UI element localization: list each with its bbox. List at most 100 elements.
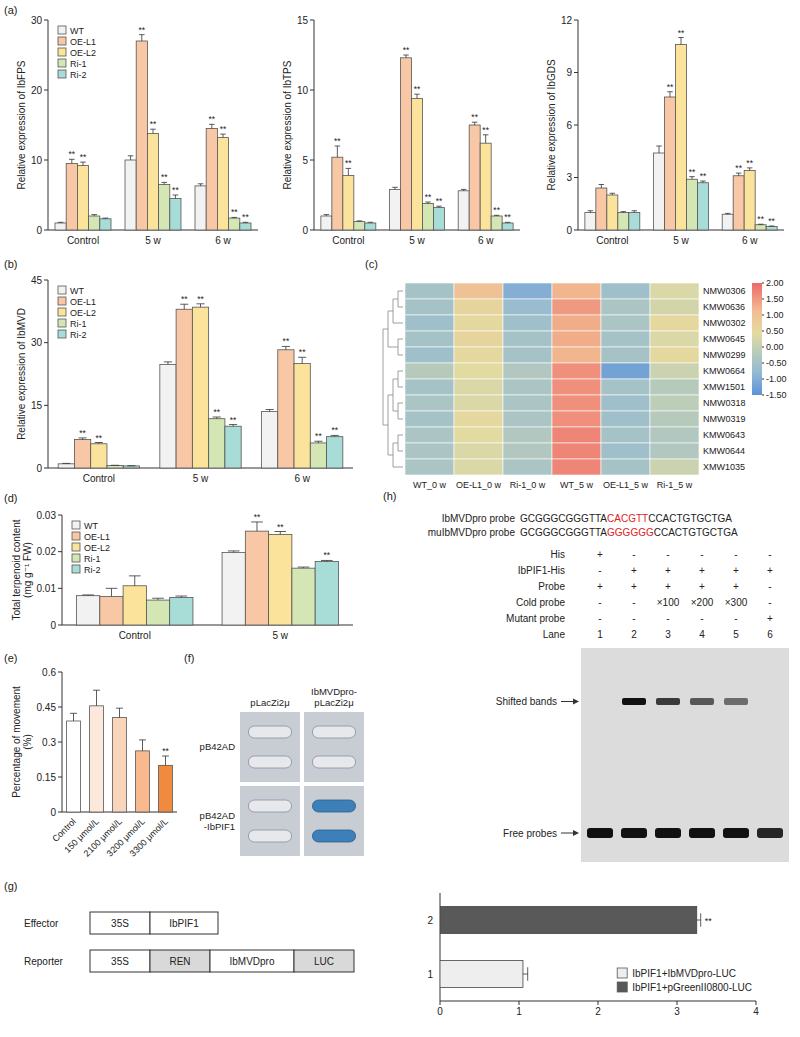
cell [552,283,601,299]
axis-title-line: Relative expression of IbTPS [282,60,293,189]
error-bar [346,168,351,175]
significance: ** [254,512,261,522]
bar [113,718,127,813]
construct-part: 35S [111,956,129,967]
error-bar [414,94,419,98]
bar [480,143,491,230]
bar [229,218,240,230]
cell [552,331,601,347]
legend-label: Ri-2 [84,565,101,575]
row-label: NMW0302 [703,318,746,328]
significance: ** [345,158,352,168]
bar [159,185,170,231]
cell [552,299,601,315]
legend-swatch [617,982,627,992]
significance: ** [482,125,489,135]
cell [650,363,699,379]
x-tick [440,1001,441,1005]
cell-text: - [734,613,737,624]
cell [552,443,601,459]
error-bar [314,441,322,443]
legend-swatch [58,308,66,316]
panel-letter: (c) [365,258,378,270]
cell [405,427,454,443]
probe-sequence: GCGGGCGGGTTACACGTTCCACTGTGCTGA [520,513,732,524]
band [621,828,647,838]
x-tick-label: 3300 μmol/L [128,816,170,858]
cell [503,363,552,379]
error-bar [69,159,75,163]
significance: ** [220,124,227,134]
axis-title-line: Percentage of movement [11,686,22,798]
cell [405,459,454,475]
legend-swatch [72,543,80,551]
construct-part: IbPIF1 [169,918,199,929]
colorbar-tick [762,315,764,316]
cell [405,347,454,363]
cell-text: + [631,565,637,576]
legend: IbPIF1+IbMVDpro-LUCIbPIF1+pGreenII0800-L… [617,968,752,993]
x-tick-label: Control [83,473,115,484]
construct-box [90,950,150,972]
error-bar [229,425,237,427]
bar [343,175,354,230]
cell [405,299,454,315]
cell-text: + [597,581,603,592]
row-label: KMW0645 [703,334,745,344]
cell [454,299,503,315]
error-bar [196,304,204,307]
construct-label: Reporter [24,956,64,967]
cell-text: 5 [733,629,739,640]
row-label: NMW0319 [703,414,746,424]
error-bar [111,465,119,466]
axis-title-line: (%) [22,734,33,750]
error-bar [198,184,204,186]
colorbar-label: 2.00 [766,278,784,288]
cell [503,459,552,475]
error-bar [62,463,70,464]
x-tick-label: Control [67,235,99,246]
error-bar [82,594,94,596]
bar [240,223,251,230]
significance: ** [689,167,696,177]
cell [503,395,552,411]
cell [405,283,454,299]
error-bar [127,465,135,466]
cell [650,411,699,427]
y-tick [58,707,62,708]
cell [454,363,503,379]
cell [503,299,552,315]
colorbar [752,283,762,395]
cell [552,315,601,331]
cell [552,411,601,427]
text-line: pLacZi2μ [250,697,289,708]
bar [365,223,376,230]
axis-title-line: Relative expression of IbFPS [16,60,27,189]
dendrogram [388,395,393,455]
x-tick-label: 3 [674,1006,680,1017]
cell-text: + [597,549,603,560]
y-tick-label: 0.45 [37,702,57,713]
probe-sequence: GCGGGCGGGTTAGGGGGGCCACTGTGCTGA [520,527,738,538]
error-bar [213,417,221,419]
bar [125,160,136,230]
y-tick [44,230,48,231]
bar [744,171,755,231]
construct-part: REN [169,956,190,967]
text-line: -IbPIF1 [204,821,235,832]
bar [77,596,100,625]
colorbar-label: -0.50 [766,358,787,368]
y-tick-label: 20 [31,85,43,96]
legend-swatch [72,565,80,573]
cell [650,331,699,347]
error-bar [461,189,466,190]
significance: ** [162,746,169,756]
error-bar [725,213,730,215]
y-tick [44,280,48,281]
y-tick [44,90,48,91]
significance: ** [700,171,707,181]
bar [55,223,66,230]
cell-text: 2 [631,629,637,640]
bar [123,466,139,468]
legend-swatch [617,968,627,978]
